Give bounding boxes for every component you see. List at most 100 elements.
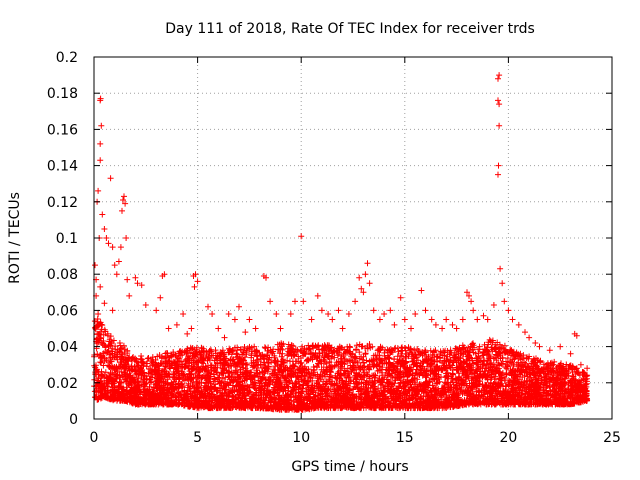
roti-point bbox=[101, 226, 108, 232]
roti-point bbox=[366, 280, 373, 287]
roti-point bbox=[496, 101, 503, 108]
roti-point bbox=[584, 365, 591, 372]
roti-point bbox=[188, 325, 195, 332]
roti-point bbox=[567, 350, 574, 357]
roti-point bbox=[236, 303, 242, 310]
y-axis-label: ROTI / TECUs bbox=[7, 192, 23, 284]
roti-point bbox=[358, 285, 365, 292]
roti-point bbox=[98, 122, 105, 129]
roti-point bbox=[495, 171, 501, 178]
roti-point bbox=[522, 329, 528, 336]
y-tick-label: 0.14 bbox=[47, 159, 78, 175]
roti-point bbox=[495, 162, 502, 169]
roti-point bbox=[422, 307, 429, 314]
roti-point bbox=[123, 235, 130, 241]
roti-point bbox=[132, 274, 139, 281]
roti-point bbox=[418, 287, 425, 294]
roti-point bbox=[501, 298, 508, 305]
roti-point bbox=[496, 72, 503, 79]
roti-point bbox=[111, 262, 118, 269]
roti-point bbox=[263, 274, 269, 281]
roti-point bbox=[546, 347, 553, 354]
roti-point bbox=[364, 260, 371, 267]
roti-point bbox=[138, 282, 145, 289]
roti-point bbox=[95, 311, 102, 317]
roti-point bbox=[157, 294, 164, 301]
axis-ticks bbox=[93, 56, 613, 420]
roti-point bbox=[191, 283, 198, 290]
roti-point bbox=[308, 316, 315, 323]
roti-point bbox=[432, 321, 439, 328]
roti-point bbox=[449, 321, 456, 328]
roti-point bbox=[105, 240, 112, 247]
roti-point bbox=[335, 307, 342, 314]
y-tick-label: 0.18 bbox=[47, 86, 78, 102]
x-tick-label: 15 bbox=[396, 430, 414, 446]
x-tick-label: 0 bbox=[90, 430, 99, 446]
roti-point bbox=[121, 193, 127, 200]
y-tick-label: 0 bbox=[69, 412, 78, 428]
roti-point bbox=[194, 278, 201, 285]
roti-point bbox=[109, 307, 116, 314]
roti-point bbox=[352, 298, 359, 305]
roti-point bbox=[107, 175, 114, 182]
roti-point bbox=[142, 302, 149, 308]
roti-point bbox=[509, 316, 516, 323]
roti-point bbox=[126, 292, 133, 299]
roti-point bbox=[339, 325, 346, 332]
roti-point bbox=[267, 298, 274, 305]
roti-point bbox=[443, 316, 450, 323]
roti-point bbox=[439, 325, 446, 332]
roti-point bbox=[480, 312, 487, 319]
roti-point bbox=[470, 307, 477, 314]
roti-point bbox=[412, 311, 419, 317]
roti-point bbox=[495, 97, 501, 104]
roti-point bbox=[329, 316, 336, 323]
roti-point bbox=[231, 316, 238, 323]
roti-point bbox=[526, 334, 533, 341]
roti-point bbox=[113, 271, 120, 278]
roti-point bbox=[474, 316, 481, 323]
roti-point bbox=[314, 292, 321, 299]
roti-point bbox=[362, 271, 369, 278]
y-tick-label: 0.16 bbox=[47, 122, 78, 138]
roti-point bbox=[505, 307, 512, 314]
roti-point bbox=[466, 292, 472, 299]
roti-point bbox=[180, 311, 187, 317]
roti-point bbox=[577, 361, 584, 368]
roti-point bbox=[246, 316, 253, 323]
roti-point bbox=[387, 307, 394, 314]
roti-point bbox=[184, 330, 191, 337]
roti-point bbox=[173, 321, 180, 328]
y-tick-label: 0.08 bbox=[47, 267, 78, 283]
x-tick-label: 5 bbox=[193, 430, 202, 446]
roti-point bbox=[408, 325, 414, 332]
roti-point bbox=[242, 329, 249, 336]
x-axis-label: GPS time / hours bbox=[291, 459, 408, 475]
roti-point bbox=[484, 316, 491, 323]
roti-point bbox=[109, 244, 116, 251]
roti-point bbox=[360, 289, 367, 296]
roti-point bbox=[397, 294, 404, 301]
roti-point bbox=[192, 271, 199, 278]
roti-point bbox=[536, 343, 543, 350]
roti-point bbox=[117, 244, 124, 251]
y-tick-label: 0.2 bbox=[56, 50, 78, 66]
roti-point bbox=[287, 311, 294, 317]
roti-point bbox=[490, 302, 497, 308]
roti-point bbox=[499, 280, 506, 287]
roti-point bbox=[515, 321, 522, 328]
roti-point bbox=[376, 316, 383, 323]
roti-point bbox=[532, 340, 539, 346]
roti-point bbox=[298, 233, 305, 240]
roti-point bbox=[92, 262, 98, 269]
roti-point bbox=[161, 271, 168, 278]
roti-point bbox=[95, 187, 102, 194]
roti-point bbox=[99, 211, 106, 218]
roti-point bbox=[101, 300, 108, 307]
roti-point bbox=[134, 280, 141, 287]
y-tick-label: 0.02 bbox=[47, 376, 78, 392]
roti-point bbox=[165, 325, 172, 332]
roti-point bbox=[97, 140, 104, 147]
roti-point bbox=[345, 311, 352, 317]
